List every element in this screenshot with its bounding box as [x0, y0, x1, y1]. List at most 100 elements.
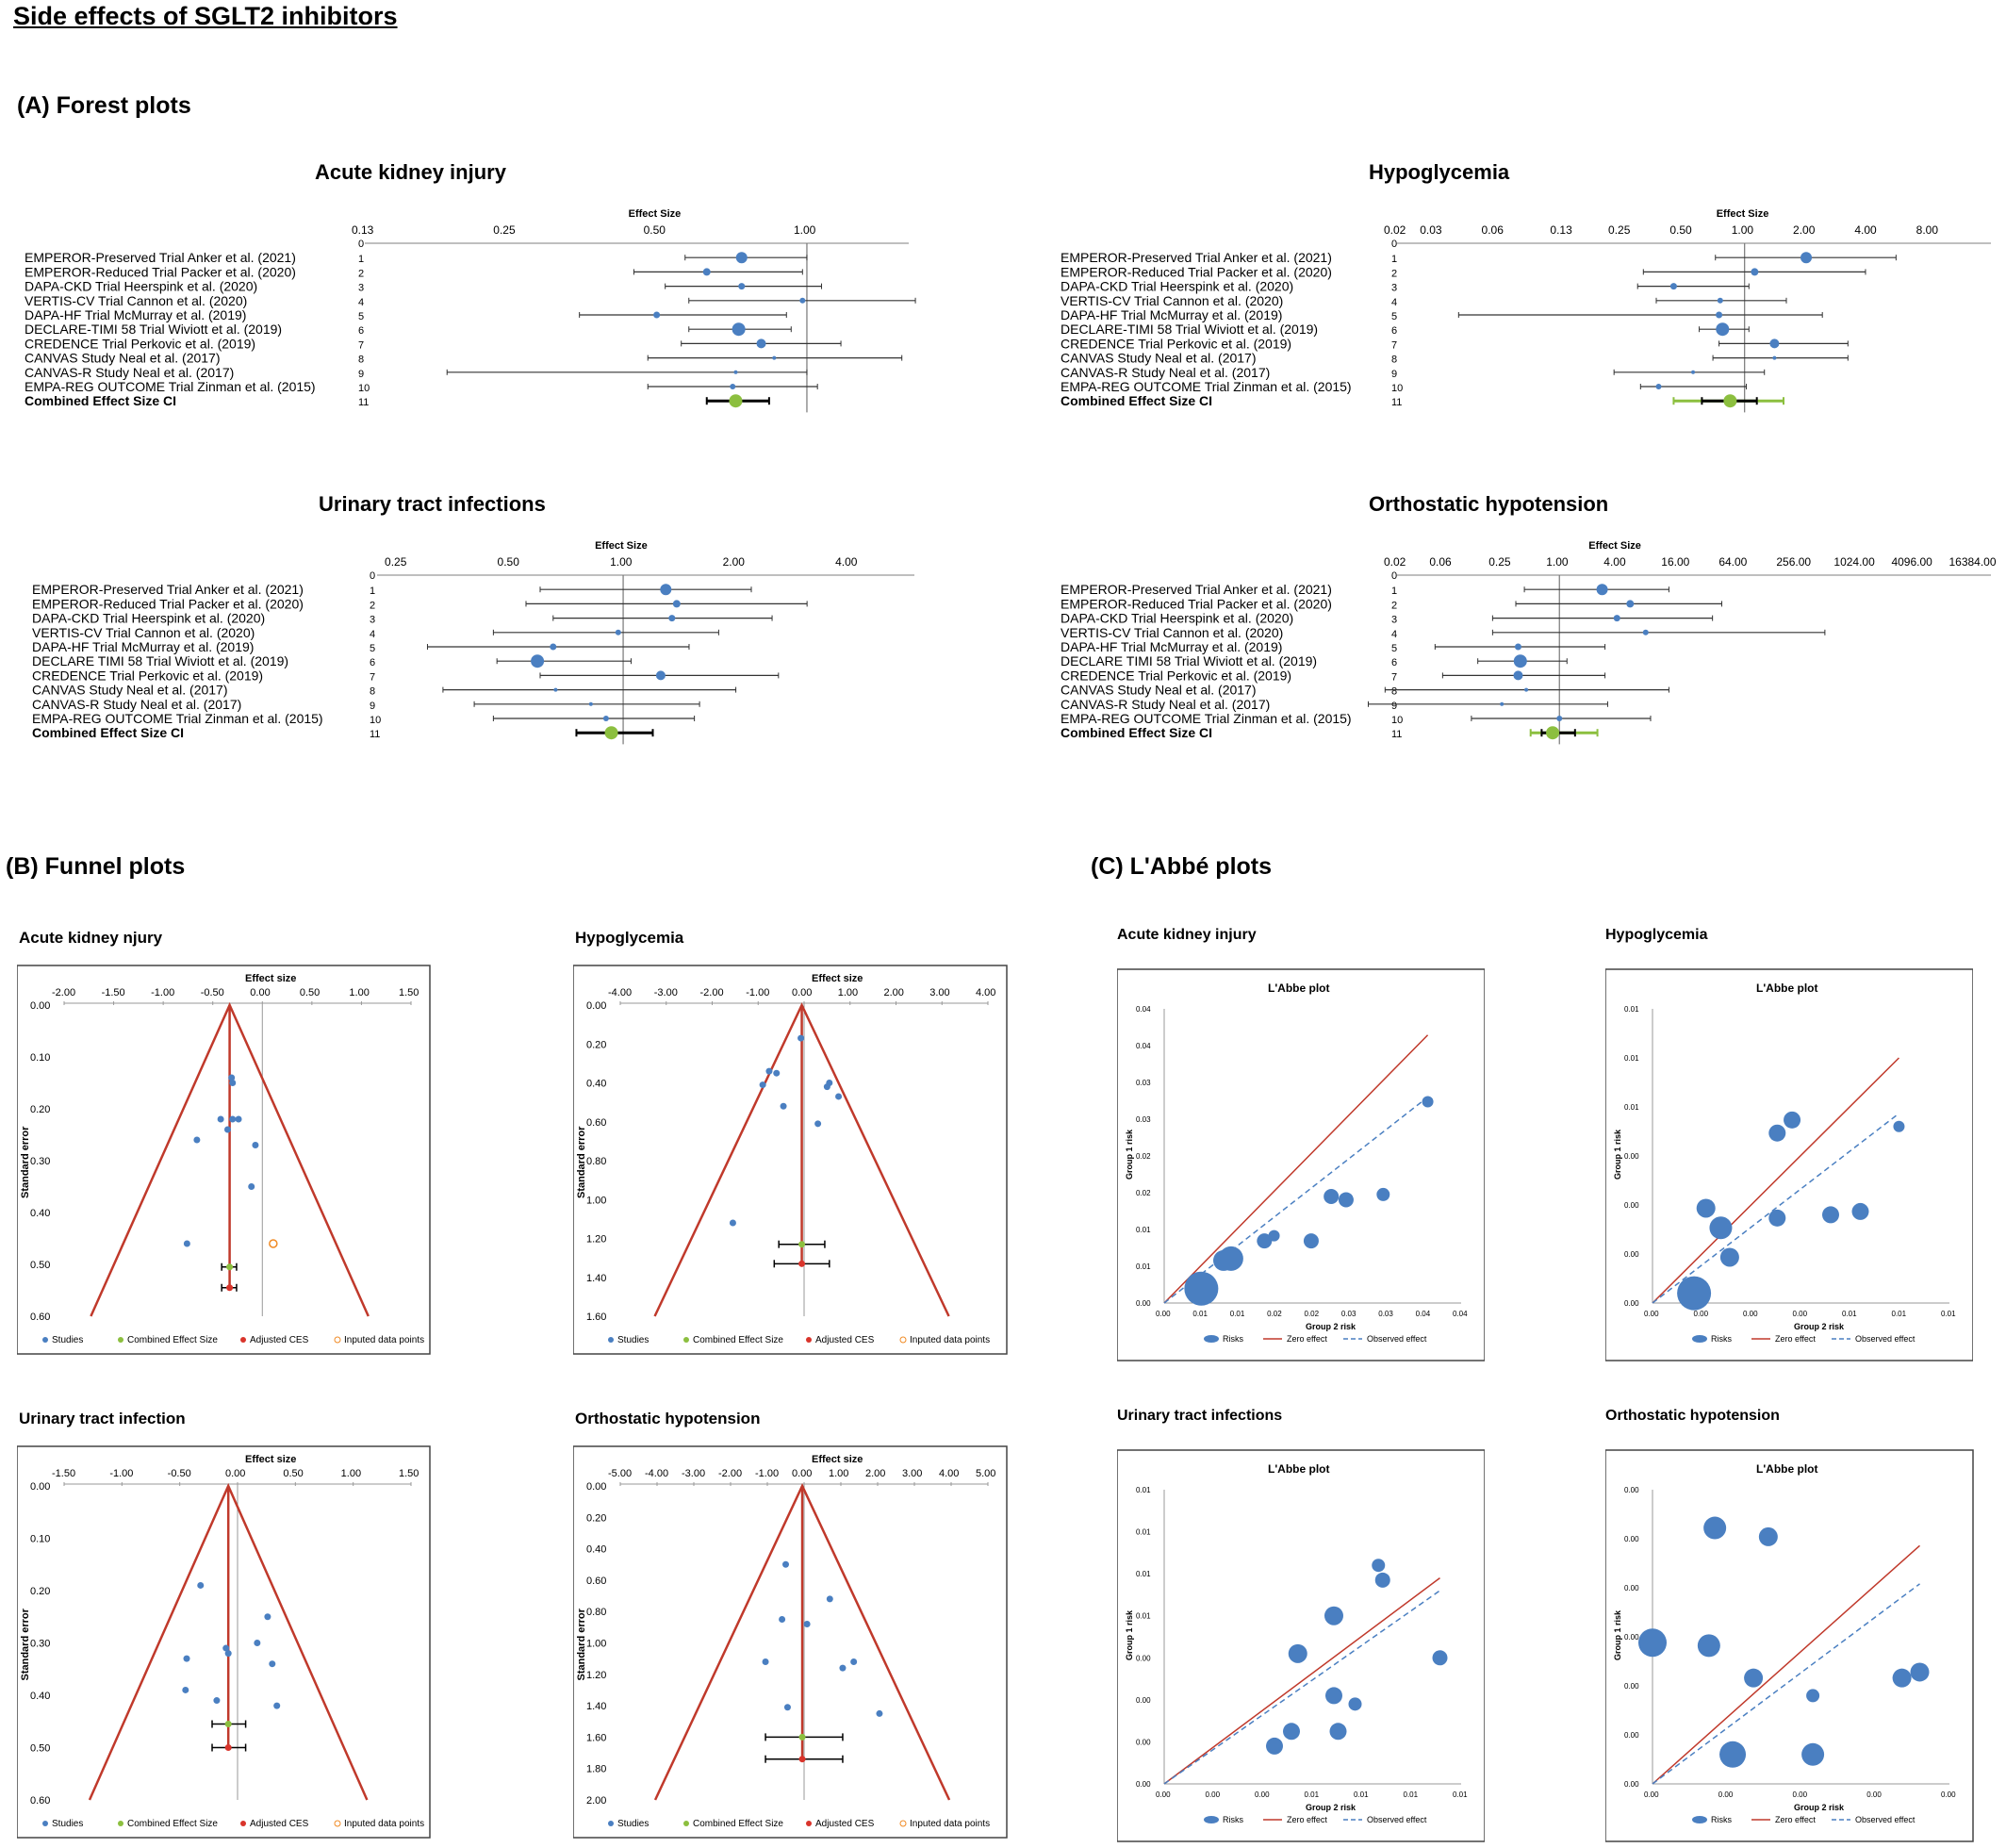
forest-row-number: 10	[1391, 715, 1403, 726]
labbe-xlabel: Group 2 risk	[1306, 1322, 1357, 1331]
forest-study-point	[1556, 716, 1563, 721]
funnel-x-tick: -1.00	[755, 1468, 779, 1479]
labbe-risk-point	[1893, 1120, 1905, 1132]
forest-study-point	[1751, 268, 1759, 276]
funnel-y-tick: 1.00	[586, 1195, 606, 1206]
funnel-study-point	[782, 1560, 789, 1568]
labbe-x-tick: 0.01	[1230, 1310, 1245, 1318]
labbe-x-tick: 0.00	[1694, 1310, 1709, 1318]
labbe-zero-effect-line	[1163, 1576, 1440, 1785]
forest-study-label: DAPA-CKD Trial Heerspink et al. (2020)	[1061, 611, 1293, 626]
labbe-y-tick: 0.03	[1136, 1079, 1151, 1087]
labbe-risk-point	[1288, 1643, 1307, 1663]
forest-row-number: 2	[1391, 600, 1397, 611]
funnel-x-tick: 3.00	[902, 1468, 922, 1479]
forest-tick-label: 1.00	[1732, 223, 1754, 237]
forest-row-number: 3	[1391, 615, 1397, 626]
funnel-legend-marker	[683, 1337, 689, 1343]
labbe-risk-point	[1719, 1247, 1739, 1267]
funnel-legend-label: Combined Effect Size	[693, 1335, 783, 1345]
funnel-frame	[16, 1445, 431, 1839]
labbe-y-tick: 0.00	[1624, 1633, 1639, 1642]
labbe-legend-label: Zero effect	[1287, 1815, 1327, 1824]
forest-study-label: EMPEROR-Preserved Trial Anker et al. (20…	[25, 250, 296, 265]
labbe-legend-label: Zero effect	[1775, 1815, 1816, 1824]
funnel-y-tick: 0.80	[586, 1607, 606, 1618]
funnel-study-point	[182, 1686, 189, 1693]
labbe-x-tick: 0.03	[1378, 1310, 1393, 1318]
labbe-y-tick: 0.02	[1136, 1189, 1151, 1197]
forest-study-point	[672, 600, 681, 608]
funnel-frame	[572, 1445, 1008, 1839]
labbe-y-tick: 0.00	[1624, 1201, 1639, 1210]
labbe-hypo-svg: Hypoglycemia L'Abbe plot 0.00 0.00 0.00 0.00 0…	[1604, 927, 1974, 1361]
section-funnel-title: (B) Funnel plots	[6, 853, 186, 880]
forest-row-number: 11	[358, 397, 369, 408]
funnel-xlabel: Effect size	[812, 973, 863, 984]
labbe-y-tick: 0.00	[1136, 1299, 1151, 1308]
forest-study-point	[1642, 629, 1649, 635]
labbe-y-tick: 0.00	[1624, 1152, 1639, 1161]
labbe-y-tick: 0.01	[1136, 1262, 1151, 1271]
forest-hypo-svg: Hypoglycemia Effect Size 0.02 0.03 0.06 0.13 0…	[1061, 160, 1991, 413]
funnel-y-tick: 0.00	[30, 1481, 50, 1493]
forest-tick-label: 4.00	[1603, 555, 1626, 569]
funnel-aki-svg: Acute kidney njury Effect size -2.00 -1.50 -…	[16, 929, 431, 1355]
labbe-y-tick: 0.01	[1624, 1054, 1639, 1063]
labbe-x-tick: 0.01	[1892, 1310, 1907, 1318]
funnel-study-point	[273, 1702, 281, 1709]
labbe-legend-label: Observed effect	[1367, 1815, 1427, 1824]
forest-row-number: 9	[1391, 701, 1397, 712]
forest-study-point	[660, 584, 672, 596]
forest-row-number: 3	[370, 615, 375, 626]
forest-oh-svg: Orthostatic hypotension Effect Size 0.02 0.…	[1061, 492, 1997, 745]
forest-study-point	[531, 654, 545, 668]
forest-study-label: DECLARE TIMI 58 Trial Wiviott et al. (20…	[1061, 653, 1317, 668]
labbe-zero-effect-line	[1652, 1544, 1920, 1785]
funnel-x-tick: 0.50	[283, 1468, 303, 1479]
funnel-x-tick: 0.50	[300, 987, 320, 998]
forest-study-label: DAPA-HF Trial McMurray et al. (2019)	[1061, 639, 1282, 654]
page-title: Side effects of SGLT2 inhibitors	[13, 2, 398, 30]
forest-row-number: 0	[1391, 239, 1397, 250]
funnel-y-tick: 0.10	[30, 1052, 50, 1064]
forest-tick-label: 0.13	[1550, 223, 1572, 237]
forest-study-label: Combined Effect Size CI	[1061, 393, 1212, 408]
labbe-y-tick: 0.00	[1624, 1299, 1639, 1308]
labbe-y-tick: 0.00	[1624, 1780, 1639, 1789]
forest-plot-aki: Acute kidney injury Effect Size 0.13 0.25 0.…	[13, 160, 956, 434]
forest-tick-label: 4096.00	[1891, 555, 1932, 569]
forest-study-point	[1613, 615, 1620, 622]
forest-tick-label: 64.00	[1718, 555, 1747, 569]
funnel-x-tick: 0.00	[250, 987, 270, 998]
funnel-y-tick: 1.20	[586, 1670, 606, 1681]
labbe-risk-point	[1376, 1187, 1390, 1201]
labbe-risk-point	[1266, 1737, 1283, 1755]
funnel-legend-label: Inputed data points	[344, 1819, 424, 1829]
funnel-study-point	[223, 1126, 231, 1133]
funnel-study-point	[876, 1709, 883, 1717]
forest-study-label: VERTIS-CV Trial Cannon et al. (2020)	[32, 625, 255, 640]
funnel-legend-marker	[334, 1336, 341, 1344]
labbe-legend-label: Risks	[1711, 1334, 1732, 1344]
labbe-risk-point	[1268, 1229, 1280, 1242]
labbe-x-tick: 0.04	[1416, 1310, 1431, 1318]
labbe-subtitle: Orthostatic hypotension	[1605, 1408, 1780, 1424]
forest-study-point	[1717, 297, 1723, 304]
funnel-x-tick: 1.50	[399, 987, 419, 998]
forest-study-point	[1772, 355, 1777, 360]
forest-study-label: EMPEROR-Reduced Trial Packer et al. (202…	[1061, 596, 1332, 611]
funnel-x-tick: 0.00	[792, 1468, 812, 1479]
forest-row-number: 9	[358, 369, 364, 380]
funnel-x-tick: 1.00	[829, 1468, 848, 1479]
forest-study-label: EMPEROR-Reduced Trial Packer et al. (202…	[32, 596, 304, 611]
funnel-adjusted-point	[798, 1260, 806, 1267]
labbe-aki-svg: Acute kidney injury L'Abbe plot 0.00 0.01 0.…	[1116, 927, 1486, 1361]
labbe-title: L'Abbe plot	[1756, 982, 1818, 995]
funnel-x-tick: -2.00	[718, 1468, 742, 1479]
forest-study-point	[1800, 252, 1813, 264]
forest-plot-oh: Orthostatic hypotension Effect Size 0.02 0.…	[1048, 492, 2000, 766]
labbe-y-tick: 0.01	[1136, 1486, 1151, 1494]
funnel-legend-label: Combined Effect Size	[127, 1335, 218, 1345]
forest-row-number: 9	[370, 701, 375, 712]
